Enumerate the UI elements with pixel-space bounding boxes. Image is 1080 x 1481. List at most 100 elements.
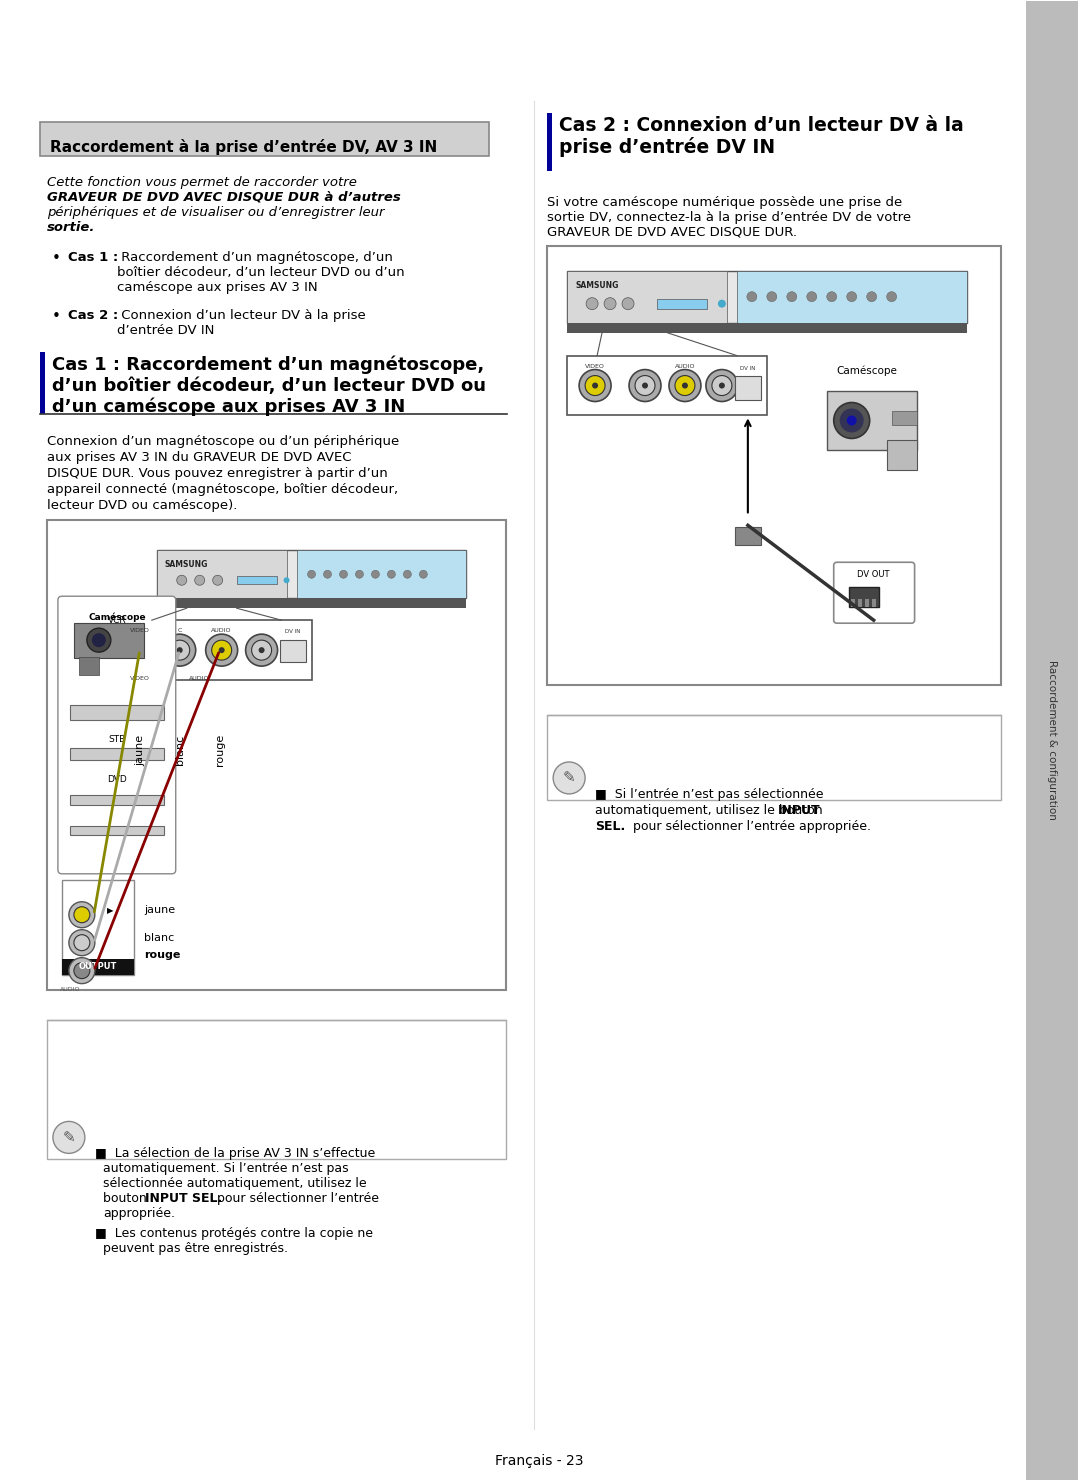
Text: Caméscope: Caméscope [836, 366, 897, 376]
Bar [40, 121, 489, 156]
Text: Cas 2 : Connexion d’un lecteur DV à la: Cas 2 : Connexion d’un lecteur DV à la [559, 116, 963, 135]
Text: Raccordement d’un magnétoscope, d’un: Raccordement d’un magnétoscope, d’un [117, 250, 393, 264]
Circle shape [767, 292, 777, 302]
Bar [157, 598, 467, 609]
Text: Raccordement & configuration: Raccordement & configuration [1048, 661, 1057, 820]
Circle shape [218, 647, 225, 653]
Circle shape [604, 298, 616, 310]
Bar [237, 576, 276, 584]
Text: sortie.: sortie. [46, 221, 95, 234]
Text: Connexion d’un magnétoscope ou d’un périphérique: Connexion d’un magnétoscope ou d’un péri… [46, 435, 400, 449]
Bar [1026, 1, 1078, 1480]
Circle shape [847, 292, 856, 302]
Bar [548, 715, 1001, 800]
Circle shape [826, 292, 837, 302]
Circle shape [712, 376, 732, 395]
Circle shape [205, 634, 238, 666]
Text: •: • [52, 308, 60, 324]
Circle shape [747, 292, 757, 302]
Text: pour sélectionner l’entrée: pour sélectionner l’entrée [213, 1192, 379, 1206]
Circle shape [840, 409, 864, 432]
Bar [46, 520, 507, 989]
Bar [657, 299, 707, 308]
Text: DISQUE DUR. Vous pouvez enregistrer à partir d’un: DISQUE DUR. Vous pouvez enregistrer à pa… [46, 468, 388, 480]
Circle shape [622, 298, 634, 310]
Text: périphériques et de visualiser ou d’enregistrer leur: périphériques et de visualiser ou d’enre… [46, 206, 384, 219]
Circle shape [194, 575, 205, 585]
Text: rouge: rouge [215, 735, 225, 766]
Bar [737, 271, 967, 323]
Text: jaune: jaune [135, 735, 145, 766]
Text: AUDIO: AUDIO [59, 986, 80, 992]
Circle shape [642, 382, 648, 388]
Bar [826, 391, 917, 450]
Text: ■  La sélection de la prise AV 3 IN s’effectue: ■ La sélection de la prise AV 3 IN s’eff… [95, 1148, 375, 1161]
Text: Raccordement à la prise d’entrée DV, AV 3 IN: Raccordement à la prise d’entrée DV, AV … [50, 139, 437, 156]
Text: INPUT: INPUT [778, 804, 821, 818]
Circle shape [258, 647, 265, 653]
Text: SAMSUNG: SAMSUNG [576, 281, 619, 290]
Circle shape [866, 292, 877, 302]
Bar [79, 658, 99, 675]
Circle shape [284, 578, 289, 584]
Text: SAMSUNG: SAMSUNG [165, 560, 208, 569]
Circle shape [675, 376, 694, 395]
Text: blanc: blanc [144, 933, 174, 943]
Text: automatiquement, utilisez le bouton: automatiquement, utilisez le bouton [595, 804, 826, 818]
Circle shape [73, 906, 90, 923]
Text: d’un boîtier décodeur, d’un lecteur DVD ou: d’un boîtier décodeur, d’un lecteur DVD … [52, 376, 486, 394]
Text: lecteur DVD ou caméscope).: lecteur DVD ou caméscope). [46, 499, 238, 512]
Bar [70, 705, 164, 720]
Text: Si votre caméscope numérique possède une prise de: Si votre caméscope numérique possède une… [548, 195, 903, 209]
Bar [280, 640, 306, 662]
Text: Cas 1 : Raccordement d’un magnétoscope,: Cas 1 : Raccordement d’un magnétoscope, [52, 355, 484, 375]
Text: bouton: bouton [103, 1192, 150, 1206]
Text: d’entrée DV IN: d’entrée DV IN [117, 324, 214, 336]
Bar [734, 376, 760, 400]
Text: VIDEO: VIDEO [130, 628, 150, 634]
Text: DV IN: DV IN [740, 366, 756, 370]
Bar [567, 355, 767, 416]
FancyBboxPatch shape [58, 597, 176, 874]
Circle shape [718, 299, 726, 308]
Bar [567, 323, 967, 333]
Circle shape [73, 935, 90, 951]
Circle shape [53, 1121, 85, 1154]
Circle shape [177, 575, 187, 585]
Text: peuvent pas être enregistrés.: peuvent pas être enregistrés. [103, 1243, 288, 1256]
Circle shape [887, 292, 896, 302]
Text: C: C [177, 628, 181, 634]
Text: ▶: ▶ [107, 906, 113, 915]
Text: VIDEO: VIDEO [130, 677, 150, 681]
Bar [851, 600, 854, 607]
Text: •: • [52, 250, 60, 265]
Circle shape [681, 382, 688, 388]
Circle shape [719, 382, 725, 388]
Circle shape [130, 640, 150, 661]
Text: STB: STB [108, 735, 125, 743]
Circle shape [137, 647, 143, 653]
Circle shape [69, 902, 95, 927]
Bar [70, 795, 164, 804]
Text: jaune: jaune [144, 905, 175, 915]
Text: sortie DV, connectez-la à la prise d’entrée DV de votre: sortie DV, connectez-la à la prise d’ent… [548, 210, 912, 224]
Text: Français - 23: Français - 23 [495, 1454, 583, 1468]
Bar [849, 588, 879, 607]
Circle shape [86, 628, 111, 652]
Text: ✎: ✎ [563, 770, 576, 785]
Text: GRAVEUR DE DVD AVEC DISQUE DUR à d’autres: GRAVEUR DE DVD AVEC DISQUE DUR à d’autre… [46, 191, 401, 204]
Circle shape [164, 634, 195, 666]
Text: rouge: rouge [144, 949, 180, 960]
Text: blanc: blanc [175, 735, 185, 766]
Text: VCR: VCR [108, 616, 126, 625]
Bar [46, 1019, 507, 1160]
Bar [567, 271, 967, 323]
Circle shape [69, 958, 95, 983]
Bar [62, 880, 134, 974]
Text: appropriée.: appropriée. [103, 1207, 175, 1220]
Bar [887, 440, 917, 471]
Circle shape [669, 370, 701, 401]
Text: GRAVEUR DE DVD AVEC DISQUE DUR.: GRAVEUR DE DVD AVEC DISQUE DUR. [548, 225, 797, 238]
Text: Cas 2 :: Cas 2 : [68, 308, 118, 321]
Circle shape [308, 570, 315, 578]
